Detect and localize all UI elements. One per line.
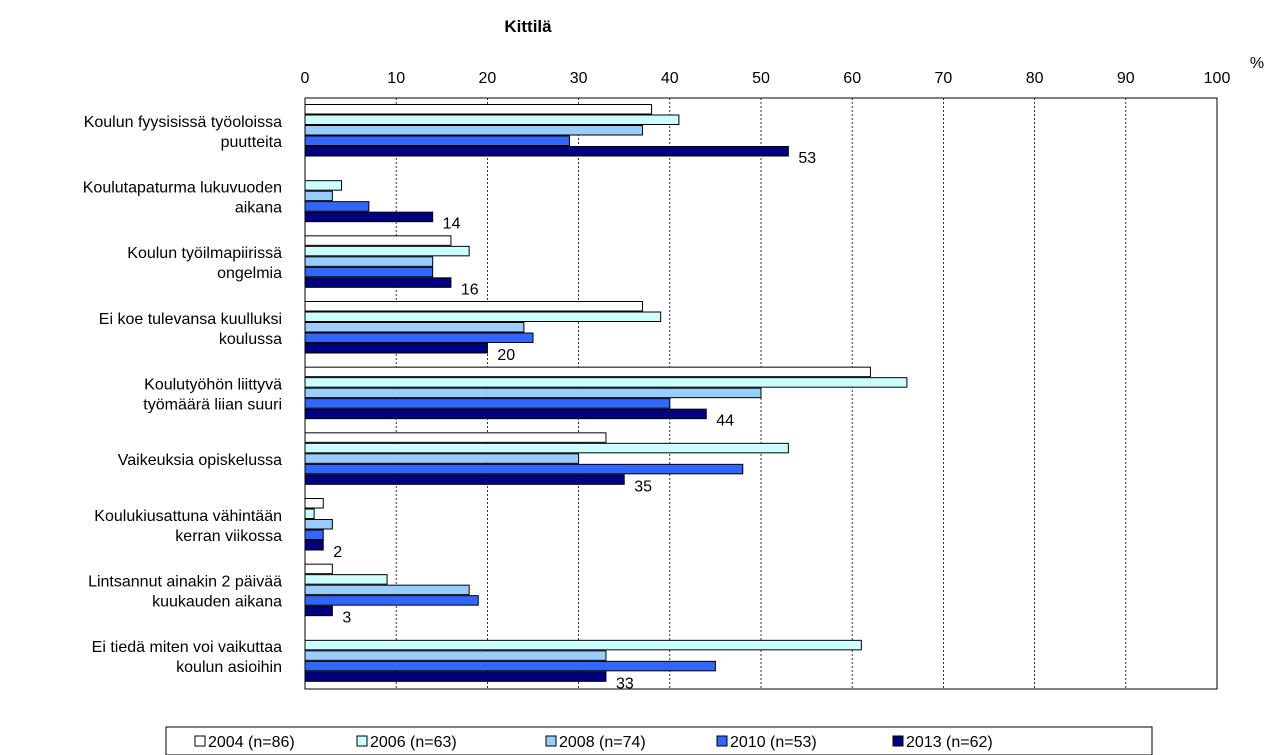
bar-2013 <box>304 540 324 551</box>
legend-swatch <box>892 735 904 747</box>
bar-2013 <box>304 146 789 157</box>
data-label: 14 <box>443 216 461 233</box>
tick-label: 40 <box>661 70 679 87</box>
legend-swatch <box>356 735 368 747</box>
bar-2004 <box>304 104 653 115</box>
bar-2013 <box>304 474 625 485</box>
category-label: ongelmia <box>217 265 282 282</box>
data-label: 53 <box>798 150 816 167</box>
category-label: koulun asioihin <box>176 659 282 676</box>
bar-2013 <box>304 605 333 617</box>
bar-2006 <box>304 574 388 585</box>
legend-swatch <box>716 735 728 747</box>
category-label: Koulun fyysisissä työoloissa <box>84 114 282 131</box>
bar-2010 <box>304 201 370 212</box>
bar-2008 <box>304 125 643 136</box>
category-label: Koulutapaturma lukuvuoden <box>83 179 282 196</box>
category-label: Koulun työilmapiirissä <box>127 245 282 262</box>
category-label: Koulutyöhön liittyvä <box>144 376 282 393</box>
bar-2010 <box>304 266 434 278</box>
category-label: työmäärä liian suuri <box>143 396 282 413</box>
data-label: 44 <box>716 413 734 430</box>
category-label: aikana <box>235 199 282 216</box>
tick-label: 100 <box>1204 70 1231 87</box>
bar-2006 <box>304 508 315 519</box>
bar-2013 <box>304 671 607 682</box>
bar-2010 <box>304 529 324 540</box>
bar-2008 <box>304 584 470 596</box>
category-label: koulussa <box>219 331 282 348</box>
chart-title: Kittilä <box>504 17 552 36</box>
tick-label: 0 <box>301 70 310 87</box>
category-label: puutteita <box>221 134 282 151</box>
legend-label: 2004 (n=86) <box>208 734 295 751</box>
legend-label: 2010 (n=53) <box>730 734 817 751</box>
bar-2008 <box>304 519 333 530</box>
bar-2006 <box>304 114 680 125</box>
bar-2013 <box>304 211 434 223</box>
category-label: kerran viikossa <box>175 528 282 545</box>
legend-swatch <box>194 735 206 747</box>
tick-label: 10 <box>387 70 405 87</box>
bar-2010 <box>304 660 716 672</box>
bar-2006 <box>304 245 470 257</box>
bar-2004 <box>304 432 607 443</box>
bar-2004 <box>304 563 333 575</box>
legend-box <box>165 726 1153 755</box>
category-label: Ei tiedä miten voi vaikuttaa <box>92 639 282 656</box>
bar-2008 <box>304 453 580 464</box>
bar-2008 <box>304 387 762 399</box>
axis-unit-label: % <box>1250 55 1264 72</box>
bar-2008 <box>304 190 333 202</box>
bar-2008 <box>304 256 434 267</box>
bar-2004 <box>304 235 452 246</box>
category-label: Ei koe tulevansa kuulluksi <box>99 311 282 328</box>
category-label: kuukauden aikana <box>152 593 282 610</box>
tick-label: 60 <box>843 70 861 87</box>
data-label: 16 <box>461 281 479 298</box>
legend-swatch <box>545 735 557 747</box>
bar-2006 <box>304 377 908 388</box>
data-label: 20 <box>497 347 515 364</box>
tick-label: 20 <box>479 70 497 87</box>
bar-2013 <box>304 343 488 354</box>
bar-2004 <box>304 498 324 509</box>
tick-label: 90 <box>1117 70 1135 87</box>
tick-label: 80 <box>1026 70 1044 87</box>
bar-2013 <box>304 277 452 288</box>
data-label: 33 <box>616 675 634 692</box>
legend-label: 2013 (n=62) <box>906 734 993 751</box>
category-label: Koulukiusattuna vähintään <box>94 508 282 525</box>
bar-2010 <box>304 332 534 343</box>
bar-2006 <box>304 442 789 454</box>
bar-2010 <box>304 398 671 409</box>
bar-2006 <box>304 180 342 191</box>
bar-2004 <box>304 301 643 312</box>
bar-2010 <box>304 595 479 606</box>
category-label: Vaikeuksia opiskelussa <box>118 452 282 469</box>
bar-2010 <box>304 463 744 475</box>
bar-2010 <box>304 135 570 146</box>
tick-label: 30 <box>570 70 588 87</box>
category-label: Lintsannut ainakin 2 päivää <box>88 573 282 590</box>
legend-label: 2008 (n=74) <box>559 734 646 751</box>
legend-label: 2006 (n=63) <box>370 734 457 751</box>
data-label: 3 <box>342 610 351 627</box>
bar-2013 <box>304 408 707 420</box>
data-label: 35 <box>634 478 652 495</box>
tick-label: 70 <box>935 70 953 87</box>
data-label: 2 <box>333 544 342 561</box>
bar-2006 <box>304 639 862 651</box>
bar-2004 <box>304 366 871 378</box>
bar-2008 <box>304 322 525 333</box>
bar-2006 <box>304 311 662 322</box>
bar-2008 <box>304 650 607 661</box>
tick-label: 50 <box>752 70 770 87</box>
